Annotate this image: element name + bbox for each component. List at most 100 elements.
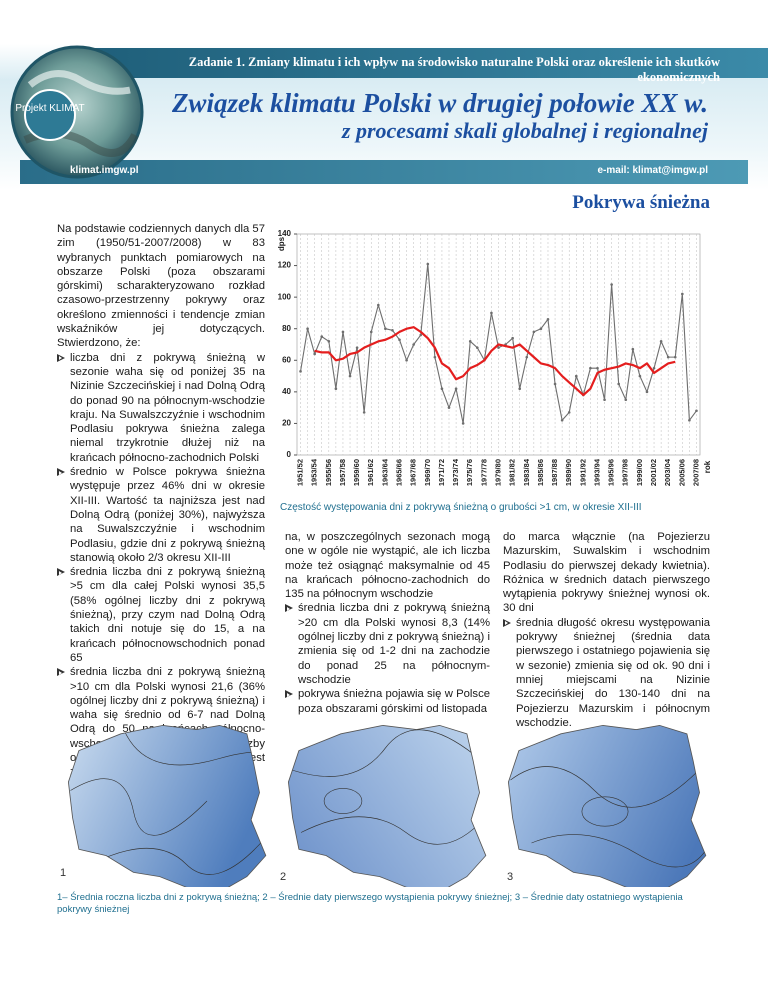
- bullet: średnia liczba dni z pokrywą śnieżną >5 …: [57, 565, 265, 665]
- x-tick-label: 1963/64: [380, 458, 389, 486]
- data-point: [567, 411, 571, 414]
- y-tick-label: 80: [282, 324, 291, 333]
- data-point: [645, 390, 649, 394]
- y-tick-label: 40: [282, 387, 291, 396]
- x-tick-label: 1983/84: [522, 458, 531, 486]
- data-point: [624, 398, 628, 402]
- data-point: [355, 346, 359, 349]
- data-point: [553, 382, 557, 386]
- chart: 0 20 40 60 80 100 120 140 1951/52 1953/54 1955/56 1…: [277, 229, 712, 486]
- x-tick-label: 1979/80: [493, 459, 502, 486]
- y-tick-label: 0: [287, 450, 292, 459]
- x-tick-label: 1989/90: [564, 459, 573, 486]
- data-point: [454, 387, 458, 390]
- data-point: [327, 340, 331, 343]
- data-point: [447, 406, 451, 409]
- x-tick-label: 1961/62: [366, 459, 375, 486]
- x-tick-label: 1971/72: [437, 459, 446, 486]
- paragraph: na, w poszczególnych sezonach mogą one w…: [285, 531, 490, 601]
- x-tick-label: 1955/56: [324, 459, 333, 486]
- data-point: [659, 340, 663, 343]
- data-point: [673, 355, 677, 359]
- x-tick-label: 1959/60: [352, 459, 361, 486]
- data-point: [468, 340, 472, 343]
- y-tick-label: 120: [278, 261, 292, 270]
- section-title: Pokrywa śnieżna: [572, 192, 710, 213]
- data-point: [574, 374, 578, 378]
- data-point: [617, 382, 620, 386]
- data-point: [652, 366, 656, 370]
- data-point: [440, 387, 444, 390]
- data-point: [419, 333, 423, 337]
- data-point: [525, 355, 529, 359]
- data-point: [320, 335, 324, 338]
- x-tick-label: 1977/78: [479, 459, 488, 486]
- data-point: [518, 387, 522, 390]
- left-column: Na podstawie codziennych danych dla 57 z…: [57, 222, 265, 780]
- data-point: [610, 283, 613, 286]
- x-tick-label: 1985/86: [536, 459, 545, 486]
- project-logo: Projekt KLIMAT: [10, 45, 144, 179]
- x-tick-label: 2005/06: [677, 459, 686, 486]
- data-point: [405, 358, 408, 362]
- y-tick-label: 20: [282, 419, 291, 428]
- data-point: [461, 422, 465, 425]
- x-tick-label: 1997/98: [621, 459, 630, 486]
- data-point: [589, 366, 592, 370]
- data-point: [688, 418, 691, 422]
- series-line: [314, 326, 676, 397]
- data-point: [299, 370, 302, 373]
- x-tick-label: 1951/52: [296, 459, 305, 486]
- data-point: [334, 387, 338, 390]
- bullet: średnia liczba dni z pokrywą śnieżną >20…: [285, 601, 490, 687]
- data-point: [681, 292, 684, 296]
- data-point: [306, 327, 309, 331]
- x-tick-label: 1973/74: [451, 458, 460, 486]
- x-tick-label: 2001/02: [649, 459, 658, 486]
- data-point: [666, 355, 670, 359]
- y-tick-label: 100: [278, 292, 292, 301]
- x-tick-label: 1953/54: [310, 458, 319, 486]
- data-point: [369, 330, 373, 334]
- website[interactable]: klimat.imgw.pl: [70, 165, 139, 176]
- map-label: 3: [507, 871, 513, 883]
- data-point: [362, 411, 366, 414]
- map-label: 2: [280, 871, 286, 883]
- chart-caption: Częstość występowania dni z pokrywą śnie…: [280, 502, 642, 513]
- y-tick-label: 140: [278, 229, 292, 238]
- data-point: [341, 330, 345, 334]
- x-tick-label: 1969/70: [423, 459, 432, 486]
- data-point: [384, 327, 387, 331]
- map-label: 1: [60, 867, 66, 879]
- right-column: do marca włącznie (na Pojezierzu Mazursk…: [503, 530, 710, 730]
- main-subtitle: z procesami skali globalnej i regionalne…: [341, 118, 708, 143]
- middle-column: na, w poszczególnych sezonach mogą one w…: [285, 530, 490, 716]
- data-point: [391, 328, 394, 332]
- task-band: [90, 48, 768, 78]
- data-point: [638, 374, 642, 378]
- data-point: [313, 352, 316, 356]
- data-point: [539, 327, 543, 331]
- data-point: [560, 418, 564, 422]
- data-point: [631, 347, 635, 351]
- task-text: Zadanie 1. Zmiany klimatu i ich wpływ na…: [188, 55, 720, 84]
- bullet: pokrywa śnieżna pojawia się w Polsce poz…: [285, 687, 490, 716]
- x-tick-label: 1975/76: [465, 459, 474, 486]
- data-point: [546, 317, 550, 321]
- x-tick-label: 1967/68: [409, 459, 418, 486]
- x-tick-label: 2007/08: [691, 459, 700, 486]
- x-tick-label: 1965/66: [395, 459, 404, 486]
- y-tick-label: 60: [282, 355, 291, 364]
- maps: 1 2 3: [60, 724, 707, 887]
- bullet: średnia długość okresu występowania pokr…: [503, 616, 710, 730]
- map-caption: 1– Średnia roczna liczba dni z pokrywą ś…: [57, 892, 683, 915]
- paragraph: Na podstawie codziennych danych dla 57 z…: [57, 223, 265, 350]
- data-point: [426, 262, 430, 266]
- data-point: [497, 346, 500, 349]
- x-tick-label: 1957/58: [338, 459, 347, 486]
- email[interactable]: e-mail: klimat@imgw.pl: [597, 165, 708, 176]
- x-tick-label: 1991/92: [578, 459, 587, 486]
- data-point: [511, 336, 514, 340]
- data-point: [490, 311, 493, 315]
